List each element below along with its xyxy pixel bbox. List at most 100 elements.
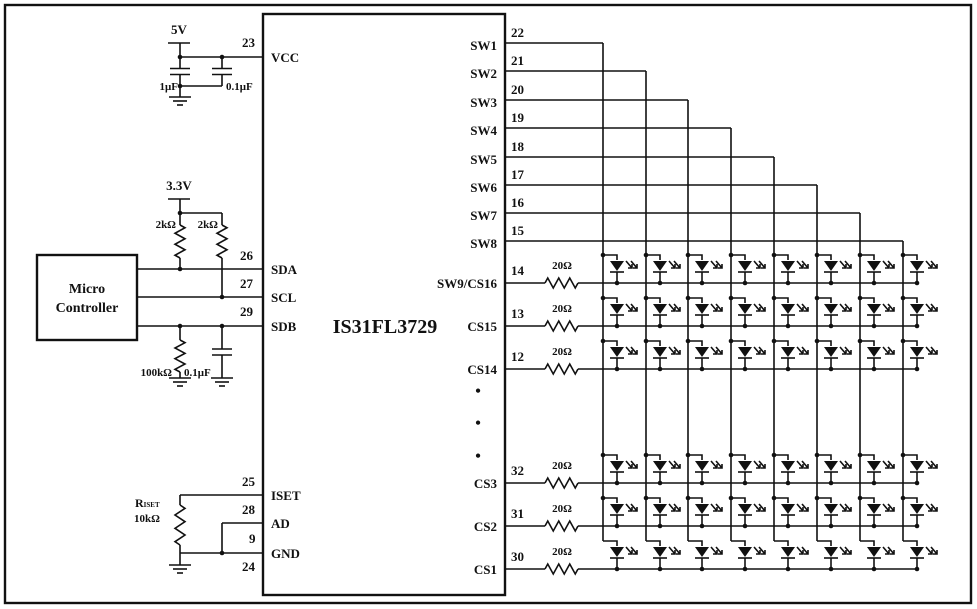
light-emission-icon xyxy=(753,503,761,512)
cs-pin-label: CS2 xyxy=(474,519,497,534)
wire xyxy=(688,454,703,460)
diode-icon xyxy=(738,461,752,471)
diode-icon xyxy=(867,504,881,514)
sw-pin-number: 20 xyxy=(511,82,524,97)
diode-icon xyxy=(610,547,624,557)
sw-pin-label: SW5 xyxy=(470,152,497,167)
resistor xyxy=(544,476,579,490)
ic-name: IS31FL3729 xyxy=(333,316,437,338)
junction-dot xyxy=(614,523,620,529)
ellipsis-dot: • xyxy=(475,383,481,400)
wire xyxy=(731,340,746,346)
diode-icon xyxy=(824,347,838,357)
wire xyxy=(903,254,918,260)
diode-icon xyxy=(738,547,752,557)
junction-dot xyxy=(857,295,863,301)
light-emission-icon xyxy=(715,460,723,469)
junction-dot xyxy=(614,566,620,572)
junction-dot xyxy=(643,252,649,258)
diode-icon xyxy=(738,261,752,271)
light-emission-icon xyxy=(630,460,638,469)
diode-icon xyxy=(695,347,709,357)
cs-pin-number: 32 xyxy=(511,463,524,478)
ellipsis-dot: • xyxy=(475,448,481,465)
junction-dot xyxy=(685,338,691,344)
junction-dot xyxy=(771,252,777,258)
junction-dot xyxy=(914,566,920,572)
wire xyxy=(688,540,703,546)
diode-icon xyxy=(910,461,924,471)
wire xyxy=(860,297,875,303)
junction-dot xyxy=(785,566,791,572)
wire xyxy=(731,297,746,303)
junction-dot xyxy=(900,338,906,344)
diode-icon xyxy=(653,261,667,271)
junction-dot xyxy=(871,480,877,486)
light-emission-icon xyxy=(796,303,804,312)
light-emission-icon xyxy=(673,503,681,512)
pin-num-29: 29 xyxy=(240,304,254,319)
junction-dot xyxy=(914,280,920,286)
junction-dot xyxy=(614,366,620,372)
junction-dot xyxy=(657,523,663,529)
wire xyxy=(860,540,875,546)
label-1uf: 1μF xyxy=(160,81,179,93)
frame xyxy=(3,3,973,605)
light-emission-icon xyxy=(839,460,847,469)
light-emission-icon xyxy=(673,346,681,355)
resistor-label: 20Ω xyxy=(552,503,572,515)
light-emission-icon xyxy=(625,546,633,555)
label-5v: 5V xyxy=(171,22,188,37)
junction-dot xyxy=(857,495,863,501)
sw-pin-number: 18 xyxy=(511,139,525,154)
light-emission-icon xyxy=(839,503,847,512)
light-emission-icon xyxy=(801,260,809,269)
ellipsis-dot: • xyxy=(475,415,481,432)
junction-dot xyxy=(857,452,863,458)
resistor xyxy=(173,339,187,373)
pin-num-26: 26 xyxy=(240,248,254,263)
light-emission-icon xyxy=(839,346,847,355)
sw-pin-label: SW1 xyxy=(470,38,497,53)
resistor xyxy=(544,362,579,376)
wire xyxy=(646,254,661,260)
junction-dot xyxy=(914,323,920,329)
light-emission-icon xyxy=(882,303,890,312)
light-emission-icon xyxy=(625,260,633,269)
pin-num-9: 9 xyxy=(249,531,256,546)
pin-label-scl: SCL xyxy=(271,290,297,305)
junction-dot xyxy=(771,452,777,458)
diode-icon xyxy=(653,504,667,514)
junction-dot xyxy=(828,523,834,529)
wire xyxy=(603,497,618,503)
junction-dot xyxy=(857,252,863,258)
junction-dot xyxy=(742,323,748,329)
junction-dot xyxy=(728,338,734,344)
diode-icon xyxy=(781,304,795,314)
junction-dot xyxy=(814,338,820,344)
diode-icon xyxy=(781,461,795,471)
light-emission-icon xyxy=(930,303,938,312)
led xyxy=(688,497,723,529)
diode-icon xyxy=(781,504,795,514)
led xyxy=(688,454,723,486)
pin-num-24: 24 xyxy=(242,559,256,574)
led xyxy=(860,454,895,486)
junction-dot xyxy=(828,323,834,329)
led xyxy=(688,297,723,329)
junction-dot xyxy=(742,523,748,529)
light-emission-icon xyxy=(882,460,890,469)
light-emission-icon xyxy=(758,303,766,312)
led xyxy=(774,340,809,372)
junction-dot xyxy=(914,480,920,486)
light-emission-icon xyxy=(753,346,761,355)
junction-dot xyxy=(771,295,777,301)
junction-dot xyxy=(728,252,734,258)
junction-dot xyxy=(643,452,649,458)
junction-dot xyxy=(871,366,877,372)
diode-icon xyxy=(653,304,667,314)
wire xyxy=(817,454,832,460)
resistor xyxy=(173,504,187,546)
light-emission-icon xyxy=(796,503,804,512)
diode-icon xyxy=(867,304,881,314)
